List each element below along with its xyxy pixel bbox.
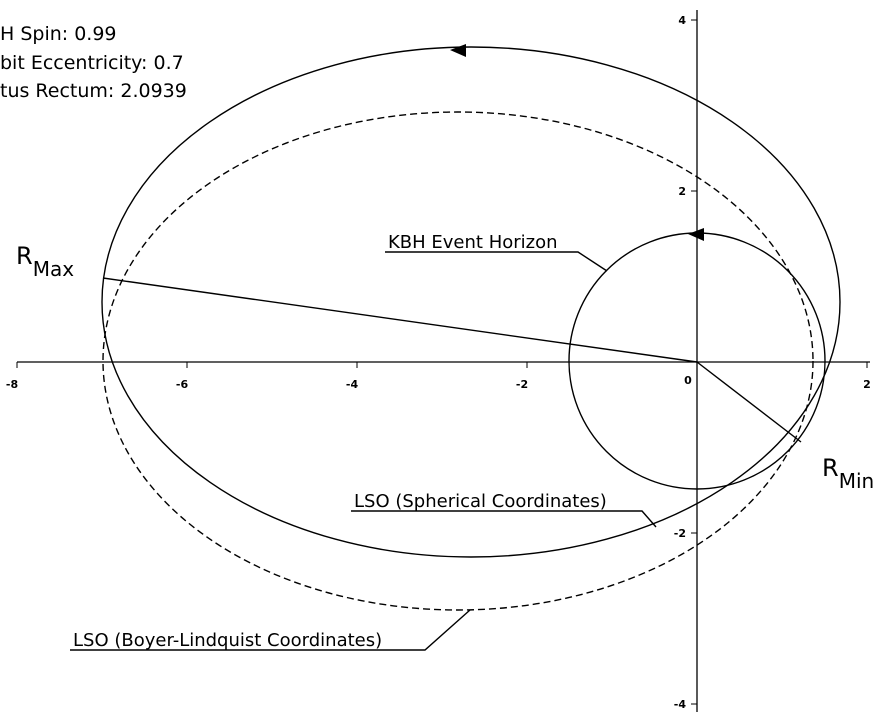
info-line: bit Eccentricity: 0.7 bbox=[0, 52, 184, 74]
y-tick-label: -4 bbox=[674, 698, 687, 711]
y-tick-label: -2 bbox=[674, 527, 686, 540]
horizon-label: KBH Event Horizon bbox=[388, 232, 558, 253]
r-min-sub: Min bbox=[839, 469, 875, 493]
info-text: H Spin: 0.99 bit Eccentricity: 0.7 tus R… bbox=[0, 23, 187, 102]
boyer-label: LSO (Boyer-Lindquist Coordinates) bbox=[73, 630, 382, 651]
r-max-r: R bbox=[16, 242, 33, 270]
spherical-label: LSO (Spherical Coordinates) bbox=[354, 491, 607, 512]
leader-spherical bbox=[351, 510, 657, 528]
y-tick-label: 2 bbox=[678, 185, 686, 198]
r-max-sub: Max bbox=[33, 257, 75, 281]
info-line: tus Rectum: 2.0939 bbox=[0, 80, 187, 102]
leader-boyer bbox=[70, 609, 471, 651]
lso-spherical bbox=[101, 46, 841, 558]
x-tick-label: -8 bbox=[6, 378, 18, 391]
x-tick-label: -2 bbox=[516, 378, 528, 391]
lso-boyer-lindquist bbox=[102, 111, 814, 611]
x-tick-label: -6 bbox=[176, 378, 189, 391]
tick-labels: -8 -6 -4 -2 0 2 4 2 -2 -4 bbox=[6, 14, 871, 711]
x-tick-label: 2 bbox=[863, 378, 871, 391]
axes bbox=[16, 10, 870, 712]
leader-horizon bbox=[385, 251, 608, 272]
r-max-line bbox=[102, 277, 698, 363]
y-tick-label: 4 bbox=[678, 14, 686, 27]
r-min-r: R bbox=[822, 454, 839, 482]
r-min-line bbox=[696, 361, 802, 443]
x-tick-label: 0 bbox=[684, 374, 692, 387]
direction-arrow bbox=[450, 44, 466, 57]
info-line: H Spin: 0.99 bbox=[0, 23, 117, 45]
x-tick-label: -4 bbox=[346, 378, 359, 391]
curves bbox=[70, 46, 841, 651]
r-max-label: RMax bbox=[16, 242, 74, 281]
direction-arrow bbox=[688, 228, 704, 241]
tick-marks bbox=[16, 19, 868, 705]
r-min-label: RMin bbox=[822, 454, 874, 493]
